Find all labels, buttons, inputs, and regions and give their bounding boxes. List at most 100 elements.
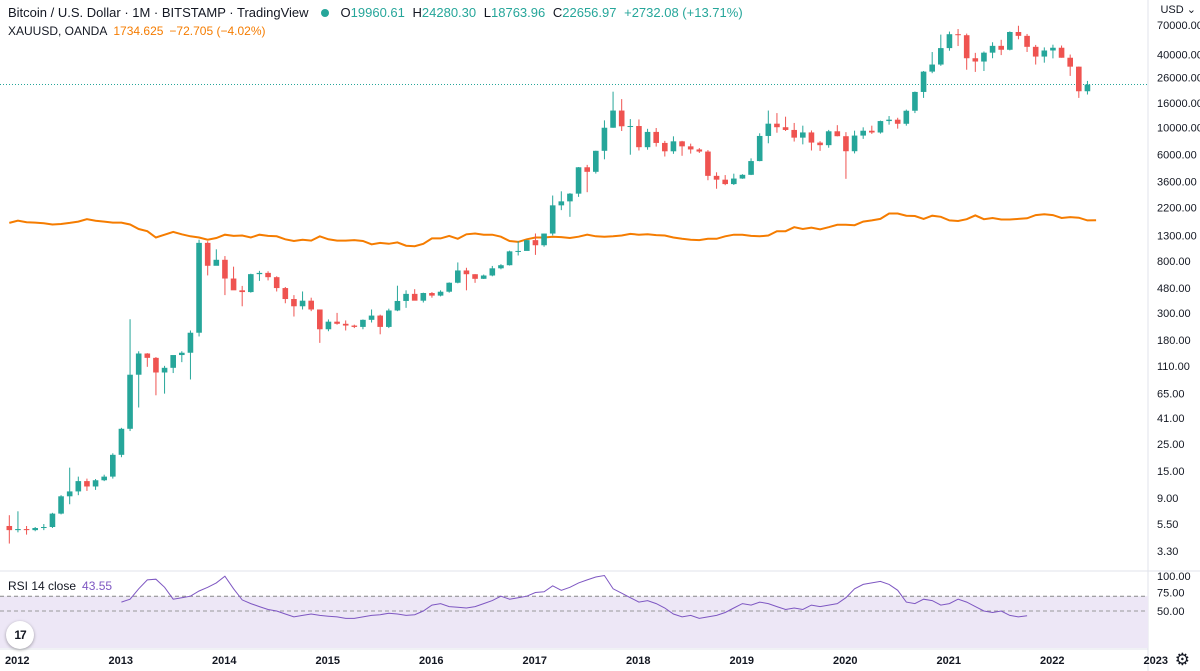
price-tick-label: 2200.00: [1157, 203, 1197, 215]
candle: [239, 285, 245, 307]
time-tick-label: 2022: [1040, 655, 1064, 667]
rsi-value: 43.55: [82, 579, 113, 593]
low-value: 18763.96: [491, 5, 546, 20]
gear-icon[interactable]: ⚙: [1174, 650, 1190, 669]
candle-body: [179, 352, 185, 356]
candle: [317, 309, 323, 343]
candle-body: [748, 161, 754, 175]
candle: [1007, 31, 1013, 51]
candle-body: [411, 293, 418, 301]
candle-body: [886, 119, 892, 122]
candle-body: [1050, 47, 1056, 51]
tradingview-logo-icon[interactable]: 17: [6, 621, 34, 649]
time-axis: 2012 2013 2014 2015 2016 2017 2018 2019 2020 2021…: [5, 655, 1168, 667]
candle: [782, 116, 789, 132]
candle: [739, 174, 746, 179]
candle-body: [75, 481, 82, 492]
candle: [515, 241, 521, 256]
candle: [532, 233, 539, 255]
candle: [1032, 44, 1039, 65]
candle: [506, 250, 513, 266]
price-tick-label: 41.00: [1157, 413, 1185, 425]
main-series-legend[interactable]: Bitcoin / U.S. Dollar · 1M · BITSTAMP · …: [8, 5, 747, 20]
candle: [92, 479, 99, 490]
candle: [817, 141, 823, 151]
candle-body: [135, 353, 142, 375]
candle: [524, 239, 530, 251]
price-tick-label: 1300.00: [1157, 230, 1197, 242]
candle-body: [575, 167, 582, 194]
rsi-line-layer: [121, 574, 1028, 619]
candle: [938, 34, 944, 66]
candle: [731, 173, 737, 186]
candle: [75, 476, 82, 496]
candle-body: [170, 355, 176, 368]
candle: [756, 133, 763, 162]
candle-body: [1015, 32, 1022, 36]
candle: [110, 453, 116, 479]
candle: [929, 52, 935, 74]
candle: [1041, 47, 1048, 63]
candle: [41, 524, 47, 531]
candle-body: [627, 126, 634, 128]
candle-body: [946, 34, 953, 49]
candle: [248, 273, 254, 293]
candle: [627, 119, 634, 155]
candle-body: [161, 367, 168, 373]
candle-body: [791, 129, 797, 138]
candle-body: [808, 132, 815, 143]
candle-body: [472, 274, 478, 279]
currency-menu-button[interactable]: USD ⌄: [1160, 3, 1196, 16]
candle: [49, 512, 56, 529]
rsi-legend[interactable]: RSI 14 close 43.55: [8, 579, 112, 593]
gold-series-value: 1734.625: [113, 24, 164, 38]
candle-body: [222, 259, 228, 279]
candle-body: [144, 353, 151, 358]
price-tick-label: 6000.00: [1157, 150, 1197, 162]
candle: [282, 286, 289, 304]
time-tick-label: 2014: [212, 655, 237, 667]
candle-body: [58, 496, 64, 514]
symbol-title[interactable]: Bitcoin / U.S. Dollar · 1M · BITSTAMP · …: [8, 5, 309, 20]
candle-body: [653, 131, 659, 143]
candle-body: [15, 529, 21, 531]
candle: [179, 351, 185, 363]
candle: [446, 282, 452, 293]
candle: [472, 274, 478, 283]
candle: [187, 330, 194, 380]
candle-body: [66, 491, 73, 497]
candle-body: [567, 193, 573, 202]
candle-body: [541, 233, 547, 246]
candle-body: [429, 293, 435, 296]
candle: [989, 42, 996, 59]
open-value: 19960.61: [350, 5, 405, 20]
candle-body: [325, 321, 332, 330]
candle: [1076, 66, 1082, 98]
candle-body: [153, 357, 159, 373]
candle: [101, 474, 107, 482]
gold-series-legend[interactable]: XAUUSD, OANDA 1734.625 −72.705 (−4.02%): [8, 24, 266, 38]
rsi-label[interactable]: RSI 14 close: [8, 579, 77, 593]
price-tick-label: 10000.00: [1157, 123, 1200, 135]
candle-body: [118, 428, 125, 455]
candle-body: [912, 91, 918, 111]
candle: [791, 122, 797, 142]
candle-body: [860, 130, 866, 136]
gold-series-label[interactable]: XAUUSD, OANDA: [8, 24, 108, 38]
candle: [1067, 54, 1073, 76]
price-axis: 70000.00 40000.00 26000.00 16000.00 10000.00…: [1157, 20, 1200, 558]
candle-body: [524, 240, 530, 251]
candle-body: [282, 288, 289, 300]
candle-body: [981, 52, 987, 62]
candle: [299, 291, 306, 310]
candle: [32, 526, 38, 532]
candle: [144, 353, 151, 367]
candle: [360, 319, 366, 330]
candle-body: [265, 272, 271, 278]
candle: [653, 128, 659, 147]
candle-body: [782, 127, 789, 130]
candle: [998, 39, 1004, 56]
candle: [265, 271, 271, 281]
candle-body: [49, 513, 56, 527]
